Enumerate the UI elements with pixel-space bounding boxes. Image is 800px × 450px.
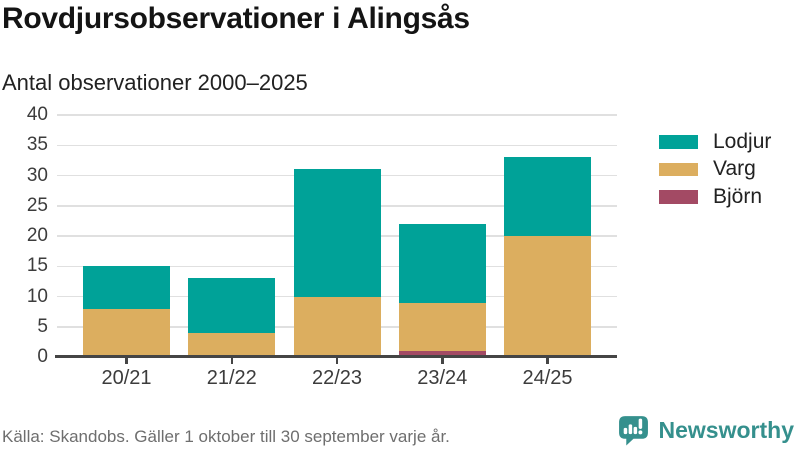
gridline: [57, 144, 617, 146]
bar-21-22: 21/22: [188, 115, 276, 389]
y-axis-tick-label: 40: [26, 104, 48, 125]
newsworthy-branding: Newsworthy: [617, 414, 794, 447]
legend-item-varg: Varg: [659, 157, 771, 180]
x-axis-tick-label: 20/21: [101, 367, 152, 389]
bar-segment-varg: [293, 296, 381, 357]
x-axis-tick: [441, 358, 444, 364]
page-title: Rovdjursobservationer i Alingsås: [2, 2, 470, 35]
legend-item-lodjur: Lodjur: [659, 130, 771, 153]
y-axis-tick-label: 20: [26, 225, 48, 246]
bars-group: 20/21 21/22 22/23 23/24 24/25: [57, 115, 617, 389]
bar-segment-varg: [83, 308, 170, 357]
y-axis-tick-label: 5: [37, 315, 48, 337]
bar-segment-bjorn: [398, 350, 486, 357]
legend-swatch-lodjur: [659, 135, 698, 149]
bar-segment-lodjur: [293, 169, 381, 297]
newsworthy-wordmark: Newsworthy: [658, 417, 794, 443]
legend-item-bjorn: Björn: [659, 185, 771, 208]
bar-24-25: 24/25: [504, 115, 591, 389]
x-axis-tick: [125, 358, 128, 364]
legend: Lodjur Varg Björn: [659, 130, 771, 208]
y-axis-tick-label: 35: [26, 134, 48, 156]
bar-segment-lodjur: [188, 278, 276, 333]
x-axis-tick-label: 23/24: [417, 367, 468, 389]
x-axis-tick-label: 22/23: [311, 367, 363, 389]
y-axis-tick-label: 10: [26, 285, 48, 307]
page-subtitle: Antal observationer 2000–2025: [2, 70, 308, 95]
legend-swatch-bjorn: [659, 190, 698, 204]
y-axis-tick-label: 30: [26, 164, 48, 186]
bar-segment-lodjur: [83, 266, 170, 309]
gridline: [57, 114, 617, 116]
bar-segment-varg: [188, 332, 276, 357]
bar-20-21: 20/21: [83, 115, 170, 389]
x-axis-tick-label: 21/22: [206, 367, 257, 389]
bar-segment-varg: [398, 302, 486, 351]
bar-segment-lodjur: [504, 157, 591, 236]
x-axis-tick: [230, 358, 233, 364]
x-axis-tick: [546, 358, 549, 364]
legend-label: Björn: [713, 184, 763, 208]
bar-segment-varg: [504, 236, 591, 357]
x-axis-line: [55, 355, 617, 358]
legend-swatch-varg: [659, 162, 698, 176]
legend-label: Lodjur: [713, 129, 772, 153]
y-axis-tick-label: 0: [37, 346, 48, 367]
newsworthy-logo-icon: [617, 414, 650, 447]
bar-22-23: 22/23: [293, 115, 381, 389]
x-axis-tick-label: 24/25: [522, 367, 573, 389]
plot-area: 20/21 21/22 22/23 23/24 24/25: [57, 114, 617, 389]
y-axis-tick-label: 15: [26, 255, 48, 277]
source-note: Källa: Skandobs. Gäller 1 oktober till 3…: [2, 427, 450, 446]
bar-segment-lodjur: [398, 223, 486, 303]
bar-23-24: 23/24: [398, 115, 486, 389]
y-axis-tick-label: 25: [26, 194, 48, 216]
legend-label: Varg: [713, 157, 756, 181]
x-axis-tick: [335, 358, 339, 364]
